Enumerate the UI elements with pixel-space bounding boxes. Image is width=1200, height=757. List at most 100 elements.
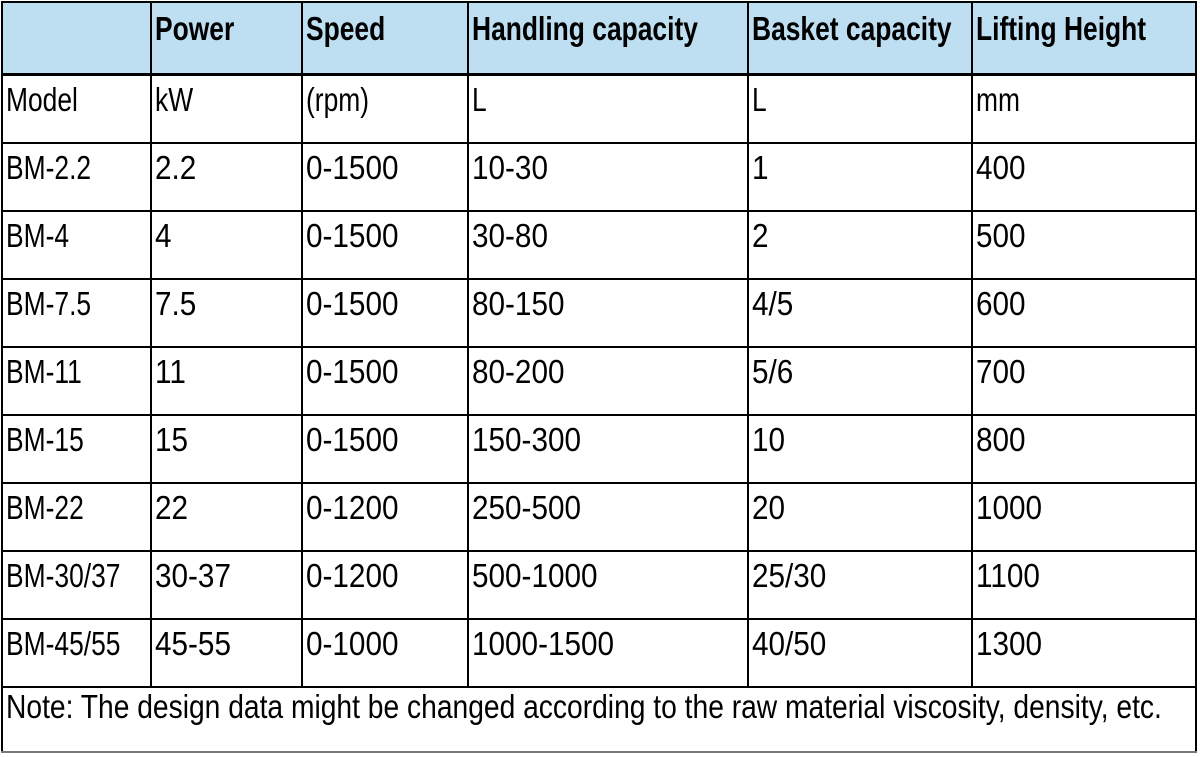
data-cell-5-0: BM-22 <box>1 482 152 552</box>
data-cell-6-5: 1100 <box>971 550 1197 620</box>
data-cell-4-5-text: 800 <box>976 421 1026 458</box>
data-cell-4-0-text: BM-15 <box>6 421 84 458</box>
data-cell-3-3-text: 80-200 <box>472 353 565 390</box>
data-cell-4-0: BM-15 <box>1 414 152 484</box>
data-cell-2-3-text: 80-150 <box>472 285 565 322</box>
data-cell-1-4: 2 <box>747 210 973 280</box>
data-cell-1-1-text: 4 <box>155 217 172 254</box>
data-cell-7-4: 40/50 <box>747 618 973 688</box>
data-cell-7-3-text: 1000-1500 <box>472 625 615 662</box>
data-cell-0-3: 10-30 <box>467 142 749 212</box>
data-cell-6-0-text: BM-30/37 <box>6 557 121 594</box>
data-cell-6-2-text: 0-1200 <box>306 557 399 594</box>
data-cell-2-4-text: 4/5 <box>752 285 794 322</box>
data-cell-2-5: 600 <box>971 278 1197 348</box>
data-cell-7-4-text: 40/50 <box>752 625 827 662</box>
table-row: BM-22 22 0-1200 250-500 20 1000 <box>1 482 1197 552</box>
header-cell-1: Power <box>150 1 303 76</box>
data-cell-2-5-text: 600 <box>976 285 1026 322</box>
data-cell-3-5: 700 <box>971 346 1197 416</box>
data-cell-7-5-text: 1300 <box>976 625 1043 662</box>
note-cell: Note: The design data might be changed a… <box>1 686 1197 753</box>
data-cell-4-5: 800 <box>971 414 1197 484</box>
data-cell-3-4-text: 5/6 <box>752 353 794 390</box>
data-cell-5-3: 250-500 <box>467 482 749 552</box>
data-cell-2-2-text: 0-1500 <box>306 285 399 322</box>
data-cell-3-2: 0-1500 <box>301 346 469 416</box>
data-cell-3-1-text: 11 <box>155 353 186 390</box>
data-cell-5-2-text: 0-1200 <box>306 489 399 526</box>
data-cell-4-2: 0-1500 <box>301 414 469 484</box>
data-cell-3-3: 80-200 <box>467 346 749 416</box>
data-cell-5-1-text: 22 <box>155 489 189 526</box>
table-row: BM-45/55 45-55 0-1000 1000-1500 40/50 1300 <box>1 618 1197 688</box>
data-cell-0-5-text: 400 <box>976 149 1026 186</box>
data-cell-5-5: 1000 <box>971 482 1197 552</box>
data-cell-5-0-text: BM-22 <box>6 489 84 526</box>
unit-cell-4-text: L <box>752 80 767 118</box>
data-cell-4-4-text: 10 <box>752 421 786 458</box>
data-cell-1-1: 4 <box>150 210 303 280</box>
table-row: BM-11 11 0-1500 80-200 5/6 700 <box>1 346 1197 416</box>
data-cell-3-4: 5/6 <box>747 346 973 416</box>
header-cell-3-text: Handling capacity <box>472 10 698 47</box>
data-cell-7-5: 1300 <box>971 618 1197 688</box>
data-cell-0-0: BM-2.2 <box>1 142 152 212</box>
data-cell-1-2: 0-1500 <box>301 210 469 280</box>
data-cell-2-1-text: 7.5 <box>155 285 197 322</box>
data-cell-0-2: 0-1500 <box>301 142 469 212</box>
data-cell-3-2-text: 0-1500 <box>306 353 399 390</box>
unit-cell-3: L <box>467 73 749 144</box>
data-cell-4-4: 10 <box>747 414 973 484</box>
data-cell-7-3: 1000-1500 <box>467 618 749 688</box>
data-cell-2-4: 4/5 <box>747 278 973 348</box>
note-cell-text: Note: The design data might be changed a… <box>6 688 1162 725</box>
data-cell-1-3: 30-80 <box>467 210 749 280</box>
data-cell-1-0: BM-4 <box>1 210 152 280</box>
data-cell-0-3-text: 10-30 <box>472 149 548 186</box>
data-cell-1-2-text: 0-1500 <box>306 217 399 254</box>
data-cell-7-2: 0-1000 <box>301 618 469 688</box>
table-row: BM-30/37 30-37 0-1200 500-1000 25/30 1100 <box>1 550 1197 620</box>
unit-cell-0-text: Model <box>6 80 78 118</box>
data-cell-4-3-text: 150-300 <box>472 421 581 458</box>
header-cell-2: Speed <box>301 1 469 76</box>
data-cell-0-1: 2.2 <box>150 142 303 212</box>
data-cell-0-4: 1 <box>747 142 973 212</box>
data-cell-0-2-text: 0-1500 <box>306 149 399 186</box>
header-row: Power Speed Handling capacity Basket capaci… <box>1 1 1197 76</box>
data-cell-2-2: 0-1500 <box>301 278 469 348</box>
data-cell-1-0-text: BM-4 <box>6 217 70 254</box>
header-cell-2-text: Speed <box>306 10 386 47</box>
data-cell-3-0-text: BM-11 <box>6 353 82 390</box>
data-cell-2-0: BM-7.5 <box>1 278 152 348</box>
data-cell-6-3: 500-1000 <box>467 550 749 620</box>
data-cell-0-1-text: 2.2 <box>155 149 197 186</box>
data-cell-7-0-text: BM-45/55 <box>6 625 121 662</box>
data-cell-0-0-text: BM-2.2 <box>6 149 92 186</box>
data-cell-5-2: 0-1200 <box>301 482 469 552</box>
unit-cell-2-text: (rpm) <box>306 80 370 118</box>
data-cell-6-5-text: 1100 <box>976 557 1040 594</box>
data-cell-6-3-text: 500-1000 <box>472 557 598 594</box>
unit-cell-1-text: kW <box>155 80 194 118</box>
table-row: BM-2.2 2.2 0-1500 10-30 1 400 <box>1 142 1197 212</box>
data-cell-0-4-text: 1 <box>752 149 769 186</box>
data-cell-1-5-text: 500 <box>976 217 1026 254</box>
data-cell-7-0: BM-45/55 <box>1 618 152 688</box>
data-cell-7-1: 45-55 <box>150 618 303 688</box>
data-cell-6-1-text: 30-37 <box>155 557 231 594</box>
unit-cell-5: mm <box>971 73 1197 144</box>
data-cell-1-4-text: 2 <box>752 217 769 254</box>
data-cell-5-4-text: 20 <box>752 489 786 526</box>
data-cell-6-4-text: 25/30 <box>752 557 827 594</box>
data-cell-7-1-text: 45-55 <box>155 625 231 662</box>
data-cell-5-4: 20 <box>747 482 973 552</box>
header-cell-4-text: Basket capacity <box>752 10 952 47</box>
unit-cell-2: (rpm) <box>301 73 469 144</box>
data-cell-4-3: 150-300 <box>467 414 749 484</box>
table-row: BM-7.5 7.5 0-1500 80-150 4/5 600 <box>1 278 1197 348</box>
data-cell-1-5: 500 <box>971 210 1197 280</box>
note-row: Note: The design data might be changed a… <box>1 686 1197 753</box>
